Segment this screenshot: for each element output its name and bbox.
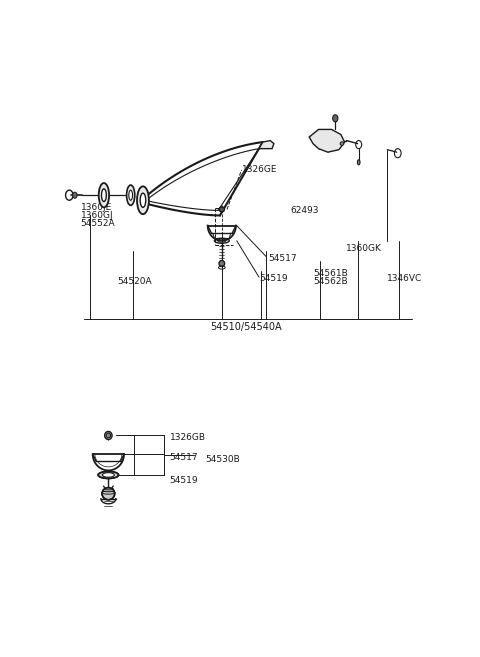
Text: 1326GE: 1326GE bbox=[242, 166, 278, 174]
Text: 54561B: 54561B bbox=[313, 269, 348, 278]
Ellipse shape bbox=[105, 432, 112, 440]
Text: 54519: 54519 bbox=[170, 476, 198, 484]
Ellipse shape bbox=[140, 193, 146, 208]
Ellipse shape bbox=[127, 185, 135, 205]
Ellipse shape bbox=[358, 160, 360, 165]
Ellipse shape bbox=[106, 433, 110, 438]
Text: 54562B: 54562B bbox=[313, 277, 348, 286]
Text: 1326GB: 1326GB bbox=[170, 432, 206, 442]
Text: 1360GJ: 1360GJ bbox=[81, 211, 113, 220]
Circle shape bbox=[72, 192, 77, 198]
Ellipse shape bbox=[101, 189, 106, 202]
Text: 54520A: 54520A bbox=[118, 277, 152, 286]
Ellipse shape bbox=[99, 183, 109, 208]
Text: 1360GK: 1360GK bbox=[347, 244, 382, 253]
Text: 54519: 54519 bbox=[259, 274, 288, 283]
Text: 1346VC: 1346VC bbox=[387, 274, 422, 283]
Circle shape bbox=[333, 115, 338, 122]
Polygon shape bbox=[309, 129, 345, 152]
Ellipse shape bbox=[102, 487, 115, 500]
Ellipse shape bbox=[102, 472, 114, 477]
Text: 54530B: 54530B bbox=[205, 455, 240, 464]
Ellipse shape bbox=[137, 187, 149, 214]
Text: 54517: 54517 bbox=[268, 254, 297, 263]
Text: 62493: 62493 bbox=[290, 206, 319, 215]
Text: 54552A: 54552A bbox=[81, 219, 115, 227]
Text: 54517: 54517 bbox=[170, 453, 198, 462]
Text: 1360JE: 1360JE bbox=[81, 204, 112, 212]
Ellipse shape bbox=[219, 260, 225, 267]
Polygon shape bbox=[259, 141, 274, 148]
Ellipse shape bbox=[98, 472, 119, 478]
Ellipse shape bbox=[129, 190, 132, 200]
Ellipse shape bbox=[219, 207, 225, 212]
Text: 54510/54540A: 54510/54540A bbox=[210, 322, 282, 332]
Ellipse shape bbox=[340, 142, 344, 145]
